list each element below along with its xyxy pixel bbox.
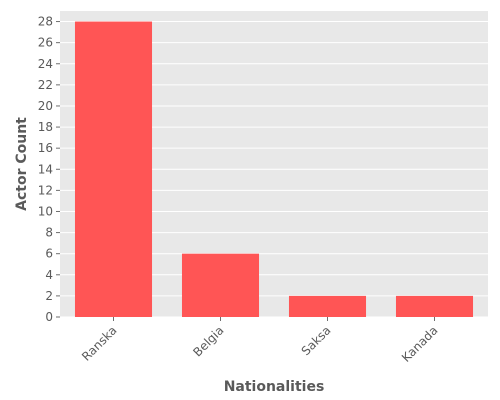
- y-tick-label: 22: [38, 78, 53, 92]
- y-tick-label: 0: [45, 310, 53, 324]
- y-tick-label: 18: [38, 120, 53, 134]
- bar-saksa: [288, 295, 367, 317]
- y-tick-label: 14: [38, 162, 53, 176]
- y-axis-title: Actor Count: [14, 117, 30, 211]
- x-tick-label: Saksa: [299, 323, 334, 358]
- x-axis: Ranska Belgia Saksa Kanada: [79, 317, 441, 365]
- bar-kanada: [395, 295, 474, 317]
- y-tick-label: 28: [38, 15, 53, 29]
- bar-belgia: [181, 253, 260, 317]
- y-tick-label: 16: [38, 141, 53, 155]
- bars: [74, 21, 474, 317]
- bar-ranska: [74, 21, 153, 317]
- y-tick-label: 10: [38, 204, 53, 218]
- y-tick-label: 2: [45, 289, 53, 303]
- y-tick-label: 12: [38, 183, 53, 197]
- x-tick-label: Ranska: [79, 323, 120, 364]
- x-tick-label: Belgia: [190, 323, 226, 359]
- y-tick-label: 6: [45, 247, 53, 261]
- y-tick-label: 24: [38, 57, 53, 71]
- x-tick-label: Kanada: [399, 323, 441, 365]
- y-tick-label: 4: [45, 268, 53, 282]
- y-tick-label: 26: [38, 36, 53, 50]
- x-axis-title: Nationalities: [224, 379, 325, 395]
- y-tick-label: 8: [45, 226, 53, 240]
- y-tick-label: 20: [38, 99, 53, 113]
